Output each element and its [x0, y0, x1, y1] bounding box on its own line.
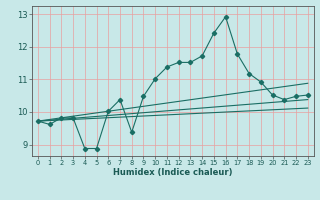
X-axis label: Humidex (Indice chaleur): Humidex (Indice chaleur): [113, 168, 233, 177]
